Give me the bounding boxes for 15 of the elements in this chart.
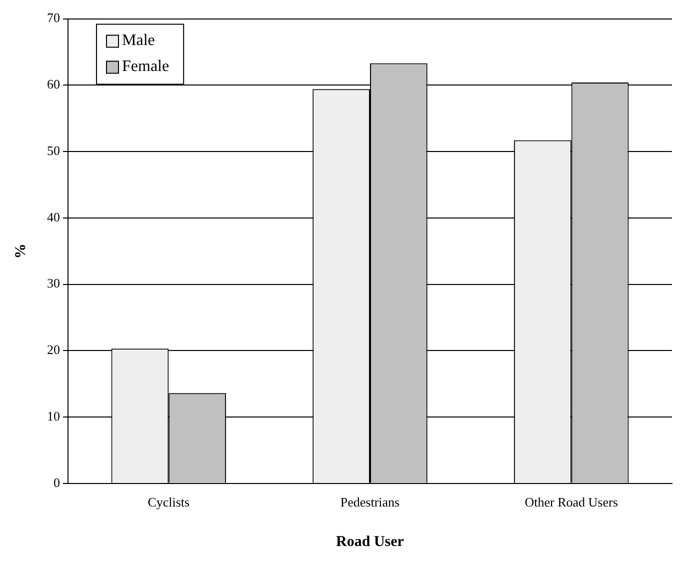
y-tick-label: 40	[47, 209, 60, 224]
x-tick-label: Cyclists	[148, 494, 190, 510]
y-tick-label: 0	[54, 474, 60, 490]
legend-label: Male	[122, 32, 155, 50]
y-tick-label: 60	[47, 76, 60, 92]
y-tick-label: 30	[47, 276, 60, 291]
legend-label: Female	[122, 58, 170, 76]
y-tick-label: 10	[47, 408, 60, 424]
y-tick-label: 50	[47, 142, 60, 158]
y-tick-label: 20	[47, 342, 60, 358]
x-axis-title: Road User	[336, 534, 404, 550]
x-tick-label: Other Road Users	[524, 494, 618, 510]
x-tick-label: Pedestrians	[340, 494, 400, 510]
y-axis-title: %	[12, 244, 29, 259]
y-tick-label: 70	[47, 10, 60, 26]
